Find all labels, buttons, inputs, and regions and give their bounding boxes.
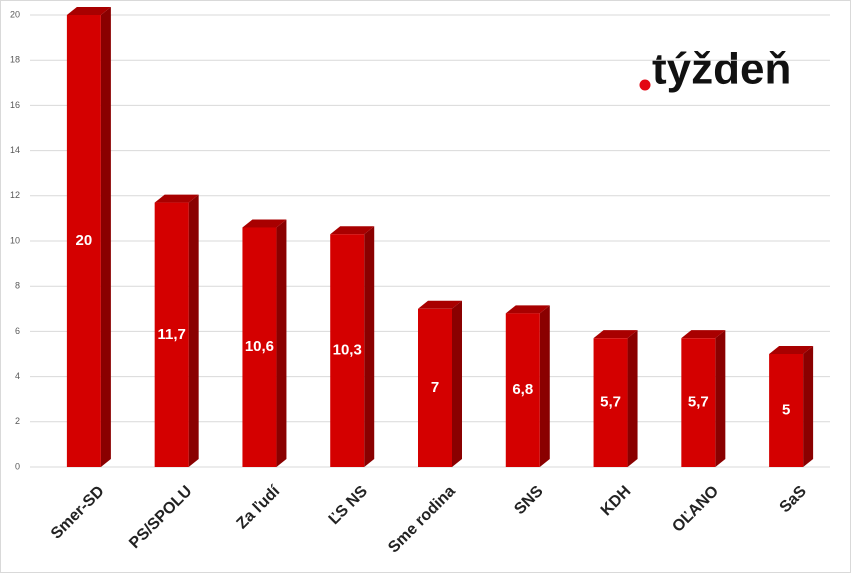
bar-front bbox=[418, 308, 452, 467]
value-label: 20 bbox=[76, 232, 93, 249]
bar-front bbox=[154, 202, 189, 467]
value-label: 6,8 bbox=[512, 381, 533, 398]
y-tick-label: 0 bbox=[15, 461, 20, 471]
bar-top bbox=[593, 330, 638, 339]
bar-front bbox=[242, 227, 277, 467]
value-label: 11,7 bbox=[157, 326, 185, 343]
bar-front bbox=[681, 338, 716, 467]
bar bbox=[505, 305, 550, 467]
y-tick-label: 12 bbox=[10, 190, 20, 200]
bar-side bbox=[364, 226, 375, 467]
value-label: 5,7 bbox=[600, 394, 621, 411]
bar-top bbox=[154, 194, 199, 203]
y-tick-label: 20 bbox=[10, 9, 20, 19]
value-label: 10,3 bbox=[333, 342, 362, 359]
bar-top bbox=[769, 346, 814, 354]
bar-side bbox=[188, 194, 199, 467]
bar-side bbox=[452, 300, 462, 467]
y-tick-label: 18 bbox=[10, 55, 20, 65]
y-tick-label: 2 bbox=[15, 416, 20, 426]
bar bbox=[154, 194, 199, 467]
bar-front bbox=[330, 234, 365, 467]
y-tick-label: 8 bbox=[15, 281, 20, 291]
bar bbox=[66, 7, 111, 467]
logo: týždeň bbox=[652, 45, 791, 94]
bar-top bbox=[418, 300, 462, 309]
value-label: 5 bbox=[782, 401, 790, 418]
y-tick-label: 6 bbox=[15, 326, 20, 336]
y-tick-label: 16 bbox=[10, 100, 20, 110]
bar-front bbox=[66, 15, 101, 467]
bar-top bbox=[242, 219, 287, 228]
bar-side bbox=[627, 330, 638, 467]
bar-top bbox=[681, 330, 726, 339]
bar bbox=[242, 219, 287, 467]
y-tick-label: 10 bbox=[10, 235, 20, 245]
bar-side bbox=[539, 305, 550, 467]
bar-top bbox=[66, 7, 111, 15]
bar bbox=[418, 300, 462, 467]
bar-side bbox=[276, 219, 287, 467]
bar-side bbox=[803, 346, 814, 467]
bar-front bbox=[769, 354, 804, 467]
bar-front bbox=[593, 338, 628, 467]
bar-front bbox=[505, 313, 540, 467]
logo-dot bbox=[639, 79, 651, 91]
bar-side bbox=[715, 330, 726, 467]
bar bbox=[593, 330, 638, 467]
bar bbox=[330, 226, 375, 467]
bar bbox=[681, 330, 726, 467]
bar-side bbox=[100, 7, 111, 467]
value-label: 5,7 bbox=[688, 394, 709, 411]
value-label: 10,6 bbox=[245, 338, 274, 355]
y-tick-label: 4 bbox=[15, 371, 20, 381]
bar-top bbox=[330, 226, 375, 235]
value-label: 7 bbox=[431, 379, 439, 396]
bar bbox=[769, 346, 814, 467]
y-tick-label: 14 bbox=[10, 145, 20, 155]
bar-top bbox=[505, 305, 550, 314]
